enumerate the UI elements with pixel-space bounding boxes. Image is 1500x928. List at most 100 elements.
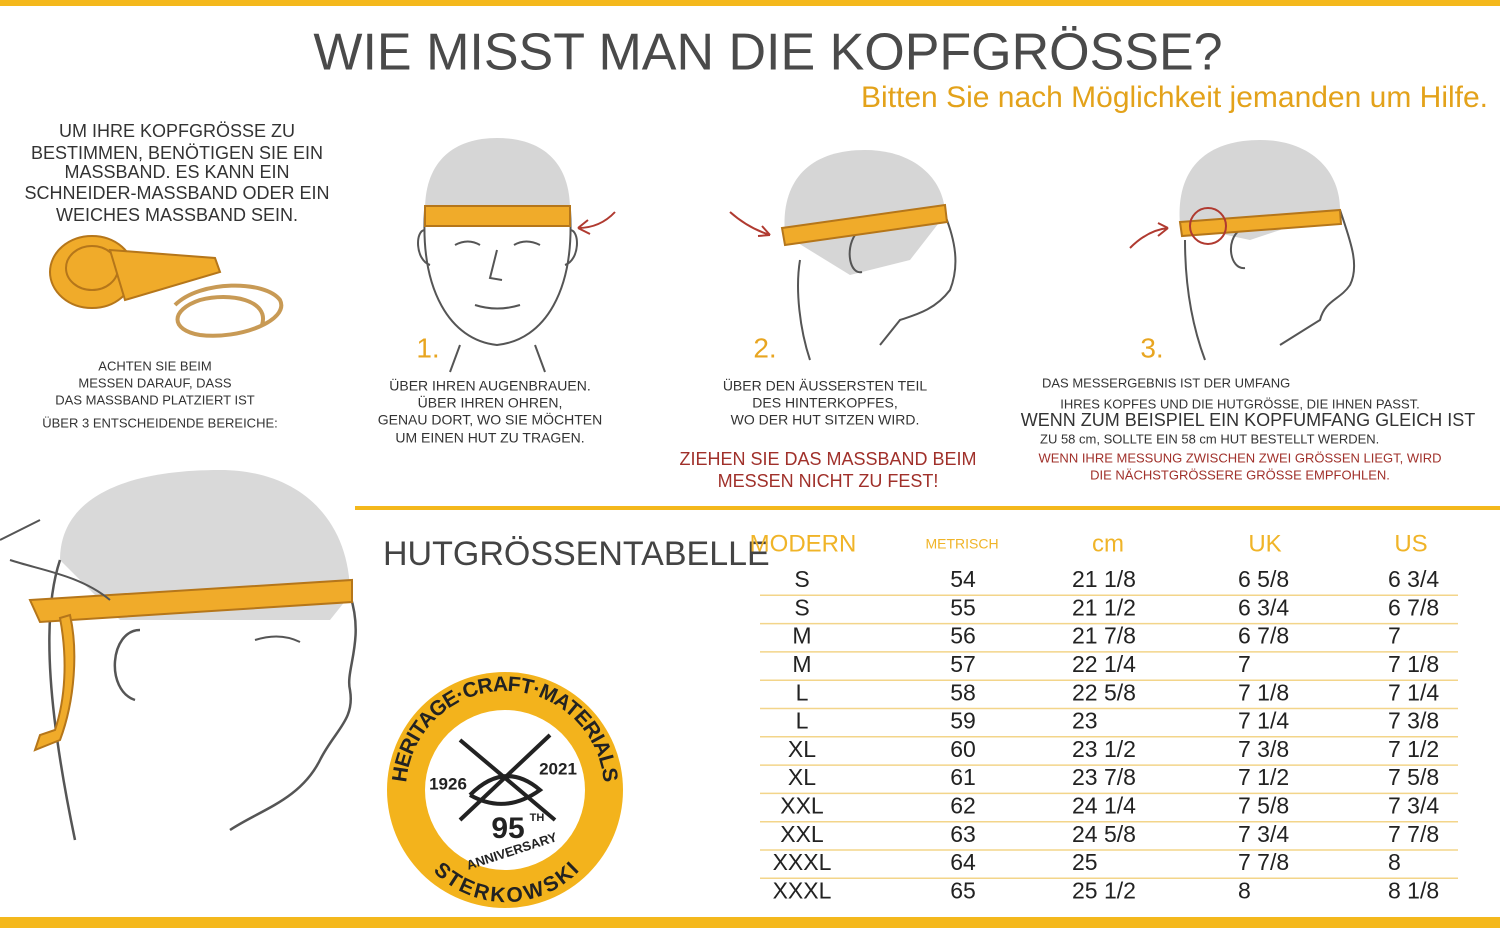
head-front-illustration bbox=[417, 138, 616, 373]
table-cell: 65 bbox=[950, 877, 976, 903]
step-line: ZU 58 cm, SOLLTE EIN 58 cm HUT BESTELLT … bbox=[1040, 431, 1379, 446]
table-cell: M bbox=[792, 623, 811, 649]
step-line: DAS MESSERGEBNIS IST DER UMFANG bbox=[1042, 375, 1290, 390]
table-cell: 7 3/8 bbox=[1388, 708, 1439, 734]
table-cell: 7 1/4 bbox=[1238, 708, 1289, 734]
intro-line: SCHNEIDER-MASSBAND ODER EIN bbox=[24, 183, 329, 203]
column-header: MODERN bbox=[750, 530, 857, 557]
table-cell: 7 1/2 bbox=[1388, 736, 1439, 762]
step-number: 3. bbox=[1140, 332, 1163, 363]
anniversary-badge: HERITAGE·CRAFT·MATERIALS STERKOWSKI 1926… bbox=[387, 672, 623, 908]
badge-center bbox=[425, 710, 585, 870]
table-cell: 6 7/8 bbox=[1238, 623, 1289, 649]
step-line: GENAU DORT, WO SIE MÖCHTEN bbox=[378, 411, 603, 428]
table-cell: 55 bbox=[950, 594, 976, 620]
table-cell: 21 7/8 bbox=[1072, 623, 1136, 649]
table-cell: 25 1/2 bbox=[1072, 877, 1136, 903]
table-cell: 8 1/8 bbox=[1388, 877, 1439, 903]
table-cell: 64 bbox=[950, 849, 976, 875]
column-header: METRISCH bbox=[925, 536, 998, 552]
recommendation-line: DIE NÄCHSTGRÖSSERE GRÖSSE EMPFOHLEN. bbox=[1090, 467, 1390, 482]
intro-line: BESTIMMEN, BENÖTIGEN SIE EIN bbox=[31, 143, 323, 163]
table-cell: 6 5/8 bbox=[1238, 566, 1289, 592]
profile-head-illustration bbox=[0, 470, 357, 841]
bottom-band bbox=[0, 917, 1500, 928]
table-cell: 7 5/8 bbox=[1388, 764, 1439, 790]
badge-anniversary-suffix: TH bbox=[530, 812, 545, 824]
table-cell: L bbox=[796, 679, 809, 705]
table-cell: 21 1/2 bbox=[1072, 594, 1136, 620]
tape-note-line: ACHTEN SIE BEIM bbox=[98, 358, 211, 373]
table-cell: 24 5/8 bbox=[1072, 821, 1136, 847]
tape-illustration bbox=[49, 235, 284, 338]
column-header: UK bbox=[1248, 530, 1281, 557]
step-number: 2. bbox=[753, 332, 776, 363]
table-cell: XL bbox=[788, 764, 816, 790]
table-cell: 60 bbox=[950, 736, 976, 762]
table-cell: 63 bbox=[950, 821, 976, 847]
table-cell: XXXL bbox=[773, 849, 832, 875]
table-cell: 7 1/8 bbox=[1388, 651, 1439, 677]
column-header: cm bbox=[1092, 530, 1124, 557]
head-side-illustration bbox=[1129, 140, 1356, 361]
table-cell: S bbox=[794, 566, 809, 592]
table-cell: 57 bbox=[950, 651, 976, 677]
table-cell: XL bbox=[788, 736, 816, 762]
table-cell: 22 1/4 bbox=[1072, 651, 1136, 677]
table-cell: 23 1/2 bbox=[1072, 736, 1136, 762]
table-cell: 7 7/8 bbox=[1238, 849, 1289, 875]
intro-line: MASSBAND. ES KANN EIN bbox=[64, 162, 289, 182]
table-cell: XXL bbox=[780, 821, 824, 847]
badge-end-year: 2021 bbox=[539, 759, 577, 778]
step-line: IHRES KOPFES UND DIE HUTGRÖSSE, DIE IHNE… bbox=[1060, 396, 1420, 411]
recommendation-line: WENN IHRE MESSUNG ZWISCHEN ZWEI GRÖSSEN … bbox=[1038, 450, 1441, 465]
table-cell: 21 1/8 bbox=[1072, 566, 1136, 592]
table-cell: 58 bbox=[950, 679, 976, 705]
table-cell: 7 1/2 bbox=[1238, 764, 1289, 790]
table-title: HUTGRÖSSENTABELLE bbox=[383, 535, 770, 573]
table-cell: 7 1/8 bbox=[1238, 679, 1289, 705]
table-cell: 61 bbox=[950, 764, 976, 790]
section-divider bbox=[355, 506, 1500, 510]
table-cell: S bbox=[794, 594, 809, 620]
step-line: WENN ZUM BEISPIEL EIN KOPFUMFANG GLEICH … bbox=[1021, 410, 1475, 430]
table-cell: 7 7/8 bbox=[1388, 821, 1439, 847]
badge-anniversary-number: 95 bbox=[491, 812, 524, 845]
table-cell: 22 5/8 bbox=[1072, 679, 1136, 705]
table-cell: 25 bbox=[1072, 849, 1098, 875]
head-back-illustration bbox=[729, 150, 957, 361]
step-line: ÜBER IHREN AUGENBRAUEN. bbox=[389, 377, 590, 394]
table-cell: L bbox=[796, 708, 809, 734]
subtitle: Bitten Sie nach Möglichkeit jemanden um … bbox=[861, 81, 1488, 114]
table-cell: 7 bbox=[1388, 623, 1401, 649]
table-cell: 7 1/4 bbox=[1388, 679, 1439, 705]
table-cell: 7 3/8 bbox=[1238, 736, 1289, 762]
step-line: DES HINTERKOPFES, bbox=[752, 395, 897, 411]
table-cell: 23 bbox=[1072, 708, 1098, 734]
table-cell: 7 3/4 bbox=[1238, 821, 1289, 847]
warning-line: MESSEN NICHT ZU FEST! bbox=[718, 471, 939, 491]
tape-note-line: DAS MASSBAND PLATZIERT IST bbox=[55, 392, 254, 407]
table-cell: 8 bbox=[1388, 849, 1401, 875]
column-header: US bbox=[1394, 530, 1427, 557]
table-cell: XXL bbox=[780, 792, 824, 818]
step-line: WO DER HUT SITZEN WIRD. bbox=[731, 412, 920, 428]
table-cell: 7 bbox=[1238, 651, 1251, 677]
step-number: 1. bbox=[416, 332, 439, 363]
table-cell: 7 3/4 bbox=[1388, 792, 1439, 818]
badge-start-year: 1926 bbox=[429, 774, 467, 793]
warning-line: ZIEHEN SIE DAS MASSBAND BEIM bbox=[679, 449, 976, 469]
table-cell: 56 bbox=[950, 623, 976, 649]
table-cell: 62 bbox=[950, 792, 976, 818]
table-cell: 6 7/8 bbox=[1388, 594, 1439, 620]
top-band bbox=[0, 0, 1500, 6]
table-cell: 6 3/4 bbox=[1238, 594, 1289, 620]
tape-note-line: ÜBER 3 ENTSCHEIDENDE BEREICHE: bbox=[42, 415, 278, 430]
table-cell: 23 7/8 bbox=[1072, 764, 1136, 790]
table-cell: XXXL bbox=[773, 877, 832, 903]
tape-note-line: MESSEN DARAUF, DASS bbox=[78, 375, 231, 390]
step-line: ÜBER DEN ÄUSSERSTEN TEIL bbox=[723, 377, 928, 394]
